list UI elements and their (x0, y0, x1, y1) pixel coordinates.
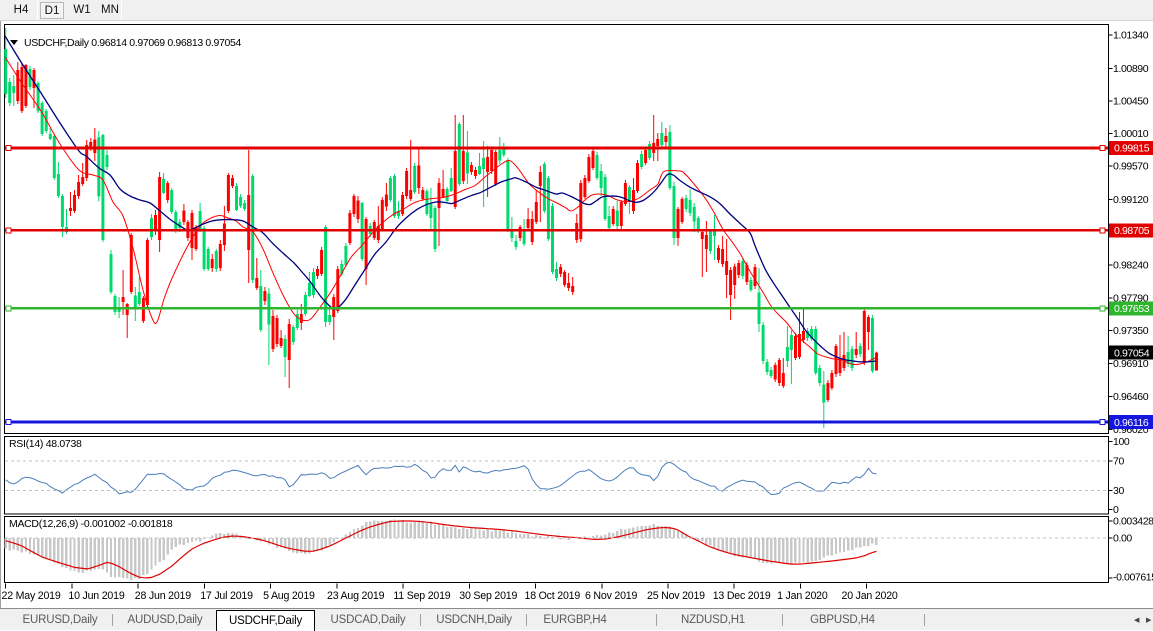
svg-text:17 Jul 2019: 17 Jul 2019 (200, 590, 253, 602)
svg-text:25 Nov 2019: 25 Nov 2019 (647, 590, 705, 602)
svg-text:0.98705: 0.98705 (1114, 225, 1150, 237)
svg-text:22 May 2019: 22 May 2019 (2, 590, 61, 602)
svg-text:30 Sep 2019: 30 Sep 2019 (459, 590, 517, 602)
svg-text:RSI(14) 48.0738: RSI(14) 48.0738 (9, 438, 82, 450)
svg-text:70: 70 (1113, 456, 1124, 468)
svg-text:30: 30 (1113, 485, 1124, 497)
svg-text:MACD(12,26,9) -0.001002 -0.001: MACD(12,26,9) -0.001002 -0.001818 (9, 518, 173, 530)
svg-text:-0.007615: -0.007615 (1113, 572, 1153, 584)
svg-text:0.99815: 0.99815 (1114, 143, 1150, 155)
svg-text:0.97350: 0.97350 (1113, 325, 1149, 337)
svg-text:0.99570: 0.99570 (1113, 161, 1149, 173)
svg-text:5 Aug 2019: 5 Aug 2019 (263, 590, 315, 602)
svg-text:18 Oct 2019: 18 Oct 2019 (525, 590, 581, 602)
svg-text:1.00450: 1.00450 (1113, 95, 1149, 107)
svg-text:11 Sep 2019: 11 Sep 2019 (393, 590, 450, 602)
svg-text:1.00890: 1.00890 (1113, 63, 1149, 75)
svg-text:0.96910: 0.96910 (1113, 358, 1149, 370)
svg-text:10 Jun 2019: 10 Jun 2019 (68, 590, 124, 602)
svg-text:13 Dec 2019: 13 Dec 2019 (713, 590, 771, 602)
svg-text:0: 0 (1113, 504, 1119, 516)
svg-text:USDCHF,Daily 0.96814 0.97069: USDCHF,Daily 0.96814 0.97069 0.96813 0.9… (24, 37, 241, 49)
svg-text:0.99120: 0.99120 (1113, 194, 1149, 206)
svg-text:1.01340: 1.01340 (1113, 30, 1149, 42)
svg-text:0.97653: 0.97653 (1114, 303, 1150, 315)
svg-text:6 Nov 2019: 6 Nov 2019 (585, 590, 637, 602)
svg-text:1.00010: 1.00010 (1113, 128, 1149, 140)
svg-text:0.96116: 0.96116 (1114, 417, 1149, 429)
svg-text:0.97054: 0.97054 (1114, 347, 1150, 359)
svg-text:100: 100 (1113, 436, 1130, 448)
svg-text:23 Aug 2019: 23 Aug 2019 (327, 590, 385, 602)
svg-text:1 Jan 2020: 1 Jan 2020 (777, 590, 828, 602)
svg-text:0.00: 0.00 (1113, 533, 1132, 545)
svg-text:0.98240: 0.98240 (1113, 259, 1149, 271)
svg-text:0.96460: 0.96460 (1113, 391, 1149, 403)
svg-text:20 Jan 2020: 20 Jan 2020 (842, 590, 898, 602)
svg-text:0.003428: 0.003428 (1113, 516, 1153, 528)
svg-text:28 Jun 2019: 28 Jun 2019 (135, 590, 191, 602)
